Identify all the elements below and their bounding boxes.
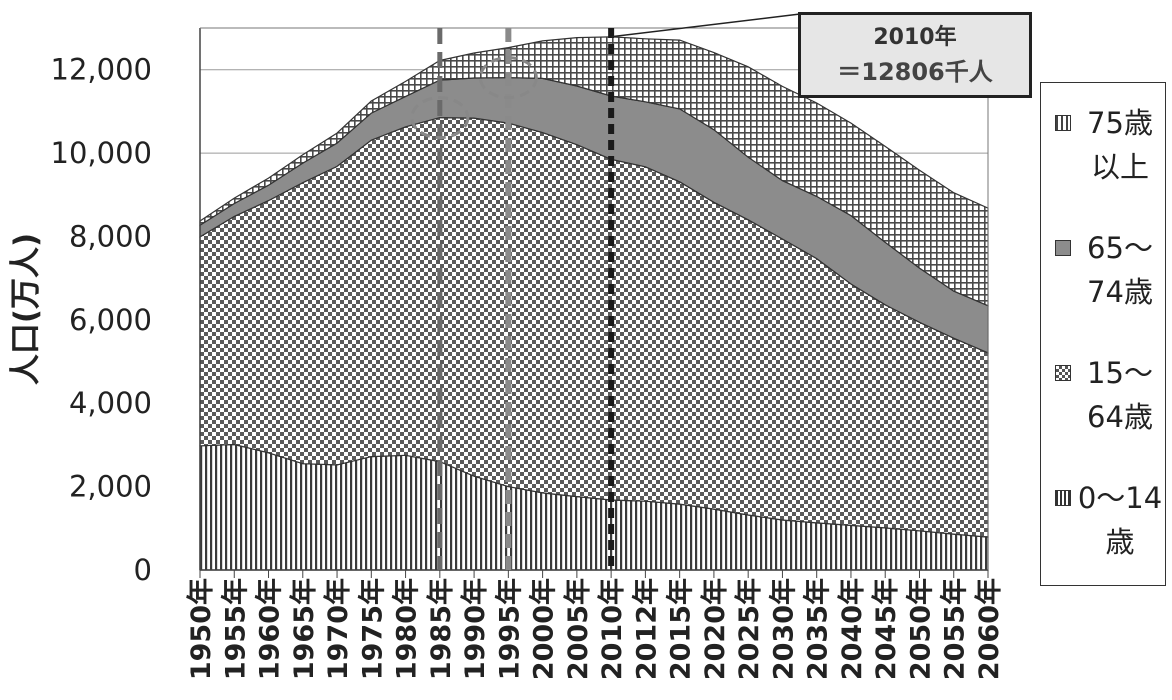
x-tick-label: 1990年: [459, 578, 491, 680]
x-tick-label: 2045年: [870, 578, 902, 680]
legend-label: 0〜14歳: [1077, 481, 1163, 559]
x-tick-label: 1960年: [254, 578, 286, 680]
area-series-group: [199, 36, 989, 571]
chart-legend: 75歳以上 65〜74歳 15〜64歳 0〜14歳: [1040, 82, 1166, 586]
x-tick-label: 1955年: [219, 578, 251, 680]
legend-label: 75歳以上: [1087, 106, 1153, 184]
x-tick-label: 2035年: [802, 578, 834, 680]
x-tick-label: 2030年: [767, 578, 799, 680]
legend-label: 65〜74歳: [1087, 231, 1153, 309]
annotation-callout: 2010年 ＝12806千人: [798, 12, 1032, 98]
highlight-overlays: [410, 13, 801, 570]
x-tick-label: 2060年: [973, 578, 1005, 680]
x-tick-label: 1985年: [425, 578, 457, 680]
x-tick-label: 2055年: [939, 578, 971, 680]
x-tick-label: 1965年: [288, 578, 320, 680]
y-tick-label: 4,000: [69, 386, 152, 420]
legend-swatch-grid: [1055, 115, 1071, 131]
x-tick-label: 1950年: [185, 578, 217, 680]
y-axis-label: 人口(万人): [8, 233, 44, 385]
legend-swatch-solid: [1055, 240, 1071, 256]
x-tick-label: 2010年: [596, 578, 628, 680]
annotation-value: ＝12806千人: [837, 58, 993, 86]
legend-swatch-stripe: [1055, 490, 1071, 506]
y-tick-label: 12,000: [51, 53, 152, 87]
highlight-circle: [478, 56, 538, 100]
x-tick-label: 2020年: [699, 578, 731, 680]
highlight-circle: [410, 96, 470, 140]
y-tick-label: 2,000: [69, 470, 152, 504]
tick-labels: 1950年 1955年 1960年 1965年 1970年 1975年 1980年 1985年…: [8, 53, 1005, 680]
legend-label: 15〜64歳: [1087, 356, 1153, 434]
x-tick-label: 2025年: [733, 578, 765, 680]
x-tick-label: 2000年: [528, 578, 560, 680]
x-tick-label: 2050年: [904, 578, 936, 680]
annotation-year: 2010年: [873, 25, 957, 50]
x-tick-label: 1995年: [493, 578, 525, 680]
y-tick-label: 6,000: [69, 303, 152, 337]
x-tick-label: 2005年: [562, 578, 594, 680]
x-tick-label: 2012年: [630, 578, 662, 680]
y-tick-label: 10,000: [51, 136, 152, 170]
callout-connector: [611, 13, 801, 38]
y-tick-label: 8,000: [69, 219, 152, 253]
x-tick-label: 1975年: [356, 578, 388, 680]
x-tick-label: 2015年: [665, 578, 697, 680]
x-tick-label: 2040年: [836, 578, 868, 680]
x-tick-label: 1980年: [391, 578, 423, 680]
legend-swatch-check: [1055, 365, 1071, 381]
x-tick-label: 1970年: [322, 578, 354, 680]
y-tick-label: 0: [134, 553, 152, 587]
